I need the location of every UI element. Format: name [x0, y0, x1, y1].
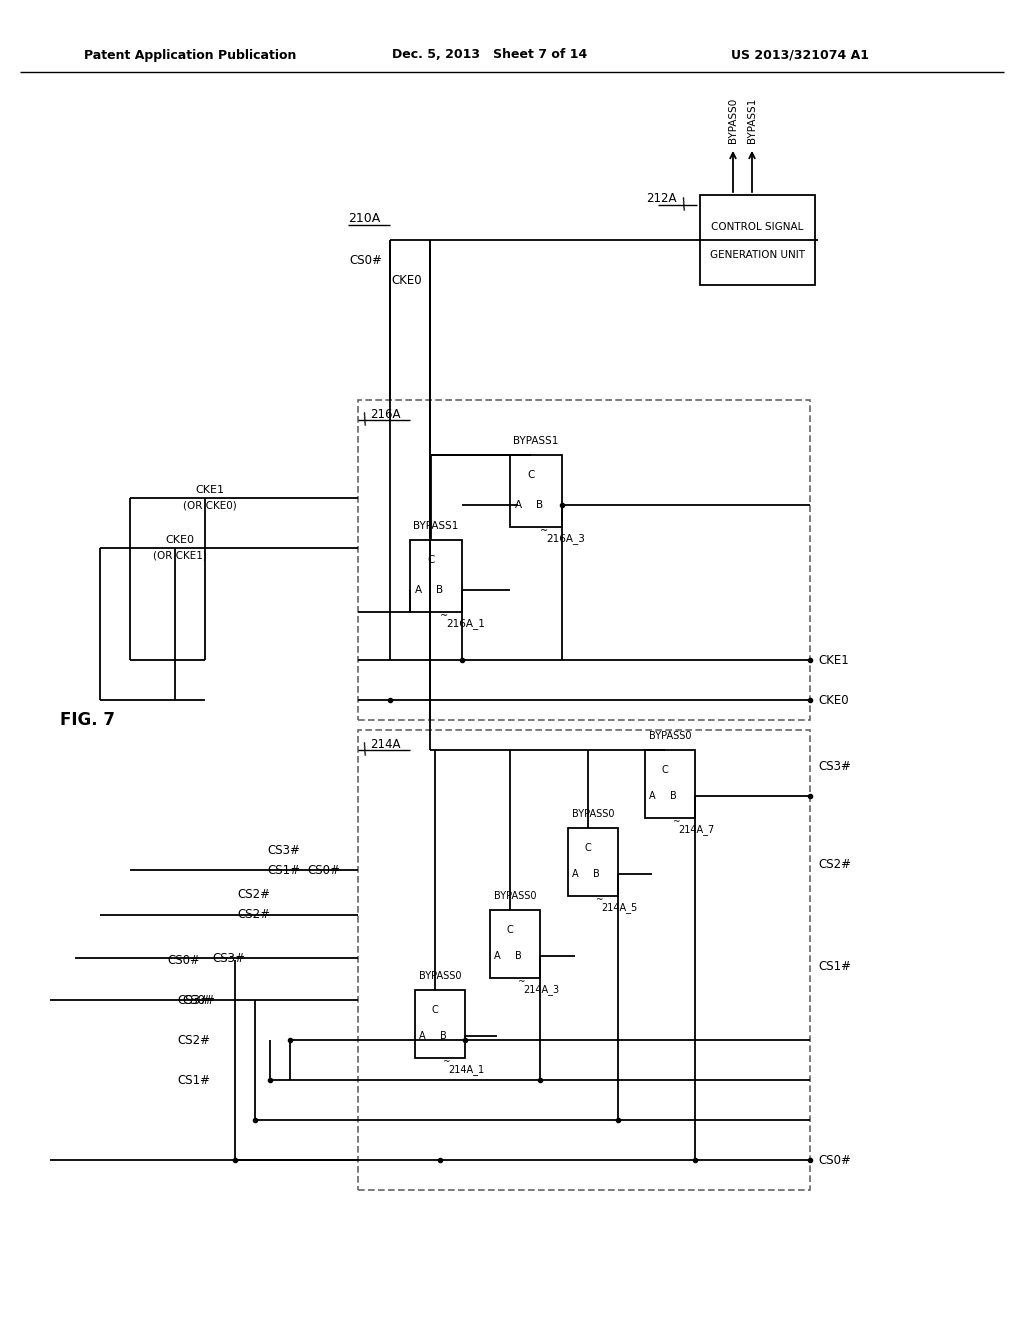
Text: CS1#: CS1#: [177, 1073, 210, 1086]
Text: A: A: [494, 950, 501, 961]
Text: A: A: [419, 1031, 425, 1041]
Text: CS1#: CS1#: [267, 863, 300, 876]
Bar: [358, 400, 810, 719]
Text: B: B: [537, 500, 544, 510]
Text: C: C: [507, 925, 513, 935]
Text: BYPASS1: BYPASS1: [746, 98, 757, 143]
Text: BYPASS0: BYPASS0: [649, 731, 691, 741]
Text: CS1#: CS1#: [818, 960, 851, 973]
Text: 216A_3: 216A_3: [546, 533, 585, 544]
Text: (OR CKE1): (OR CKE1): [153, 550, 207, 560]
Text: BYPASS0: BYPASS0: [728, 98, 738, 143]
Text: 216A_1: 216A_1: [446, 619, 485, 630]
Text: CS3#: CS3#: [818, 759, 851, 772]
Text: C: C: [432, 1005, 438, 1015]
Text: B: B: [515, 950, 521, 961]
Text: 216A: 216A: [370, 408, 400, 421]
Text: CS0#: CS0#: [349, 253, 382, 267]
Text: A: A: [514, 500, 521, 510]
Text: BYPASS0: BYPASS0: [419, 972, 461, 981]
Text: C: C: [585, 843, 592, 853]
Text: CS0#: CS0#: [307, 863, 340, 876]
Text: C: C: [662, 766, 669, 775]
Text: BYPASS0: BYPASS0: [571, 809, 614, 818]
Text: C: C: [427, 554, 434, 565]
Text: CONTROL SIGNAL: CONTROL SIGNAL: [711, 222, 803, 232]
Bar: [645, 750, 695, 818]
Bar: [568, 828, 618, 896]
Text: ~: ~: [672, 817, 680, 826]
Text: /: /: [680, 197, 690, 213]
Text: (OR CKE0): (OR CKE0): [183, 500, 237, 510]
Text: CS2#: CS2#: [177, 1034, 210, 1047]
Text: BYPASS1: BYPASS1: [414, 521, 459, 531]
Text: A: A: [571, 869, 579, 879]
Text: CS2#: CS2#: [818, 858, 851, 870]
Text: 214A: 214A: [370, 738, 400, 751]
Text: CKE0: CKE0: [166, 535, 195, 545]
Bar: [415, 990, 465, 1059]
Text: /: /: [361, 412, 371, 428]
Text: B: B: [439, 1031, 446, 1041]
Text: B: B: [670, 791, 677, 801]
Text: 214A_5: 214A_5: [601, 903, 637, 913]
Text: Patent Application Publication: Patent Application Publication: [84, 49, 296, 62]
Text: CS0#: CS0#: [182, 994, 215, 1006]
Text: CS3#: CS3#: [177, 994, 210, 1006]
Text: A: A: [648, 791, 655, 801]
Text: US 2013/321074 A1: US 2013/321074 A1: [731, 49, 869, 62]
Text: 212A: 212A: [646, 191, 677, 205]
Text: FIG. 7: FIG. 7: [60, 711, 116, 729]
Text: CS3#: CS3#: [267, 843, 300, 857]
Text: CS2#: CS2#: [237, 908, 270, 921]
Text: 214A_7: 214A_7: [678, 825, 715, 836]
Text: A: A: [415, 585, 422, 595]
Text: CKE1: CKE1: [196, 484, 224, 495]
Text: CS3#: CS3#: [212, 952, 245, 965]
Bar: [510, 455, 562, 527]
Text: 214A_1: 214A_1: [449, 1064, 484, 1076]
Text: 210A: 210A: [348, 211, 380, 224]
Text: CS0#: CS0#: [818, 1154, 851, 1167]
Text: BYPASS1: BYPASS1: [513, 436, 559, 446]
Text: ~: ~: [442, 1057, 450, 1067]
Text: 214A_3: 214A_3: [523, 985, 559, 995]
Bar: [490, 909, 540, 978]
Text: BYPASS0: BYPASS0: [494, 891, 537, 902]
Bar: [700, 195, 815, 285]
Text: C: C: [527, 470, 535, 480]
Text: CKE0: CKE0: [391, 273, 422, 286]
Text: B: B: [436, 585, 443, 595]
Text: ~: ~: [517, 978, 524, 986]
Text: ~: ~: [440, 611, 449, 620]
Text: CS0#: CS0#: [167, 953, 200, 966]
Text: /: /: [361, 742, 371, 758]
Bar: [410, 540, 462, 612]
Text: CS2#: CS2#: [237, 888, 270, 902]
Text: Dec. 5, 2013   Sheet 7 of 14: Dec. 5, 2013 Sheet 7 of 14: [392, 49, 588, 62]
Text: CKE1: CKE1: [818, 653, 849, 667]
Text: B: B: [593, 869, 599, 879]
Text: ~: ~: [595, 895, 603, 904]
Text: GENERATION UNIT: GENERATION UNIT: [710, 249, 805, 260]
Bar: [358, 730, 810, 1191]
Text: ~: ~: [540, 525, 548, 536]
Text: CKE0: CKE0: [818, 693, 849, 706]
